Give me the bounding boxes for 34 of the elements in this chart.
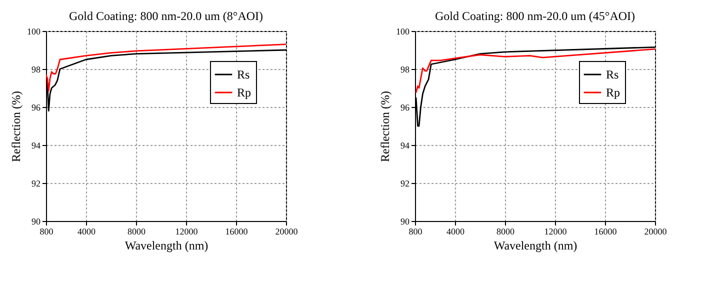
x-tick-label: 8000 (496, 226, 515, 236)
x-tick-label: 12000 (544, 226, 568, 236)
x-tick-label: 4000 (446, 226, 465, 236)
y-axis-title: Reflection (%) (9, 91, 23, 162)
legend-label: Rp (606, 86, 620, 100)
chart-title: Gold Coating: 800 nm-20.0 um (8°AOI) (68, 9, 264, 23)
y-tick-label: 90 (400, 216, 410, 226)
y-tick-label: 94 (400, 140, 410, 150)
x-tick-label: 4000 (78, 226, 96, 236)
legend-label: Rs (606, 68, 620, 82)
x-axis-title: Wavelength (nm) (494, 238, 578, 252)
x-tick-label: 20000 (644, 226, 668, 236)
x-tick-label: 16000 (594, 226, 618, 236)
legend-label: Rp (237, 86, 252, 100)
x-axis-title: Wavelength (nm) (124, 238, 208, 252)
chart-title: Gold Coating: 800 nm-20.0 um (45°AOI) (434, 9, 636, 23)
y-tick-label: 90 (32, 216, 41, 226)
y-tick-label: 98 (400, 64, 410, 74)
y-tick-label: 100 (396, 26, 410, 36)
y-axis-title: Reflection (%) (378, 91, 392, 162)
y-tick-label: 98 (32, 64, 41, 74)
y-tick-label: 92 (400, 178, 410, 188)
x-tick-label: 12000 (175, 226, 198, 236)
y-tick-label: 96 (400, 102, 410, 112)
x-tick-label: 800 (408, 226, 423, 236)
x-tick-label: 16000 (225, 226, 248, 236)
y-tick-label: 96 (32, 102, 41, 112)
x-tick-label: 800 (40, 226, 54, 236)
y-tick-label: 100 (27, 26, 41, 36)
legend-label: Rs (237, 68, 250, 82)
y-tick-label: 92 (32, 178, 40, 188)
y-tick-label: 94 (32, 140, 41, 150)
x-tick-label: 20000 (275, 226, 298, 236)
x-tick-label: 8000 (128, 226, 146, 236)
